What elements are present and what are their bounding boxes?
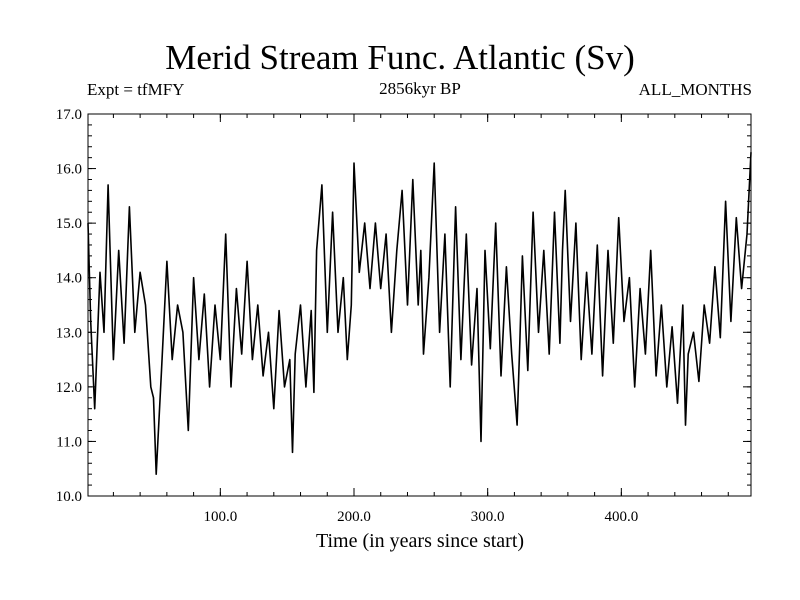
x-tick-label: 400.0 <box>604 509 638 525</box>
y-tick-label: 13.0 <box>56 325 82 341</box>
x-tick-label: 100.0 <box>203 509 237 525</box>
experiment-label: Expt = tfMFY <box>87 80 185 99</box>
x-tick-label: 200.0 <box>337 509 371 525</box>
y-tick-label: 12.0 <box>56 380 82 396</box>
y-tick-label: 17.0 <box>56 107 82 123</box>
y-tick-label: 16.0 <box>56 162 82 178</box>
y-tick-label: 11.0 <box>56 434 82 450</box>
series-line <box>87 152 752 475</box>
months-label: ALL_MONTHS <box>638 80 752 99</box>
time-label: 2856kyr BP <box>379 79 461 98</box>
chart-title: Merid Stream Func. Atlantic (Sv) <box>165 38 635 77</box>
x-tick-label: 300.0 <box>471 509 505 525</box>
x-axis-title: Time (in years since start) <box>316 530 524 552</box>
y-tick-label: 15.0 <box>56 216 82 232</box>
series-group <box>87 152 752 475</box>
plot-frame <box>87 113 752 497</box>
y-axis: 10.0 11.0 12.0 13.0 14.0 15.0 16.0 17.0 <box>56 107 751 505</box>
x-axis: 100.0 200.0 300.0 400.0 <box>112 114 729 525</box>
y-tick-label: 14.0 <box>56 271 82 287</box>
y-tick-label: 10.0 <box>56 489 82 505</box>
